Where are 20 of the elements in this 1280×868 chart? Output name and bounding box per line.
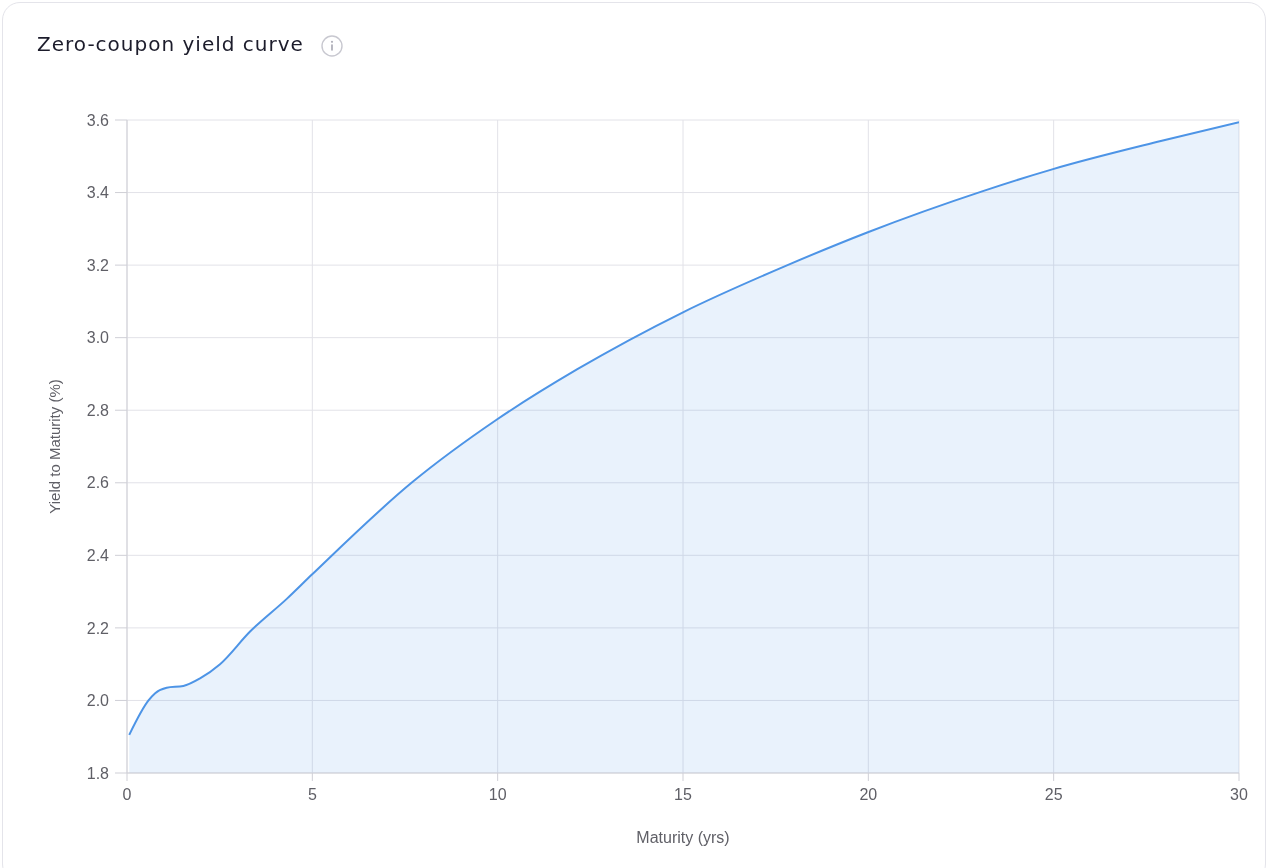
x-tick-label: 25 (1044, 786, 1063, 804)
x-tick-label: 5 (307, 786, 317, 804)
y-tick-label: 2.4 (86, 547, 110, 565)
y-tick-label: 2.8 (86, 401, 110, 419)
y-tick-label: 1.8 (86, 764, 110, 782)
x-tick-label: 10 (488, 786, 507, 804)
y-tick-label: 3.6 (86, 111, 110, 129)
chart-title: Zero-coupon yield curve (37, 32, 304, 56)
x-axis-title: Maturity (yrs) (636, 829, 730, 846)
x-tick-label: 30 (1230, 786, 1248, 804)
y-tick-label: 3.2 (86, 256, 110, 274)
y-tick-label: 2.2 (86, 619, 110, 637)
x-tick-label: 0 (122, 786, 132, 804)
x-tick-label: 20 (859, 786, 878, 804)
y-tick-label: 2.6 (86, 474, 110, 492)
y-axis-title: Yield to Maturity (%) (46, 379, 64, 514)
y-tick-label: 3.4 (86, 184, 110, 202)
x-tick-label: 15 (674, 786, 692, 804)
y-tick-label: 2.0 (86, 692, 110, 710)
y-tick-label: 3.0 (86, 329, 110, 347)
